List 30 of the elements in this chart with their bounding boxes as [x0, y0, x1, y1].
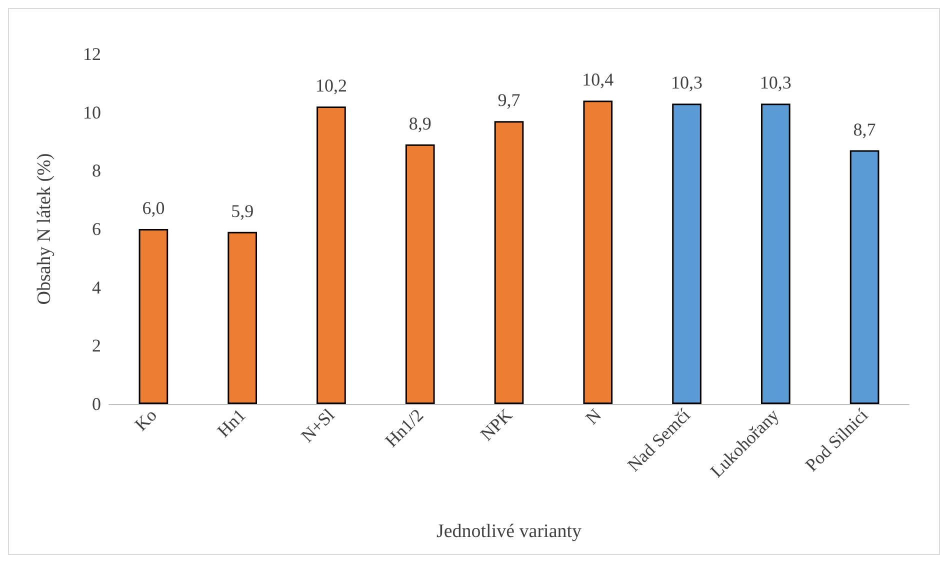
y-tick-label: 12 [83, 44, 101, 64]
bar [138, 229, 168, 404]
y-tick-label: 2 [92, 336, 101, 356]
data-label: 10,3 [760, 72, 792, 93]
y-axis-title: Obsahy N látek (%) [34, 153, 55, 305]
x-axis-title: Jednotlivé varianty [436, 521, 582, 542]
data-label: 5,9 [231, 200, 254, 221]
data-label: 9,7 [498, 90, 520, 110]
data-label: 6,0 [142, 198, 165, 218]
data-label: 10,2 [315, 76, 347, 96]
y-tick-label: 0 [92, 394, 101, 414]
bar [850, 150, 880, 404]
data-label: 8,9 [408, 113, 432, 134]
data-label: 10,4 [582, 70, 614, 90]
x-tick-label: Ko [130, 404, 161, 435]
bar [672, 104, 702, 404]
x-tick-label: N [582, 404, 605, 428]
bar [761, 104, 790, 404]
y-tick-label: 6 [92, 219, 101, 239]
bar [405, 144, 435, 404]
bar [228, 232, 257, 404]
x-tick-label: Hn1 [213, 404, 250, 441]
y-tick-label: 8 [92, 160, 101, 181]
bar [583, 100, 613, 404]
data-label: 10,3 [671, 72, 703, 93]
y-tick-label: 4 [92, 277, 101, 298]
data-label: 8,7 [853, 119, 876, 140]
bar [316, 106, 346, 404]
y-tick-label: 10 [83, 102, 101, 122]
bar [494, 121, 524, 404]
